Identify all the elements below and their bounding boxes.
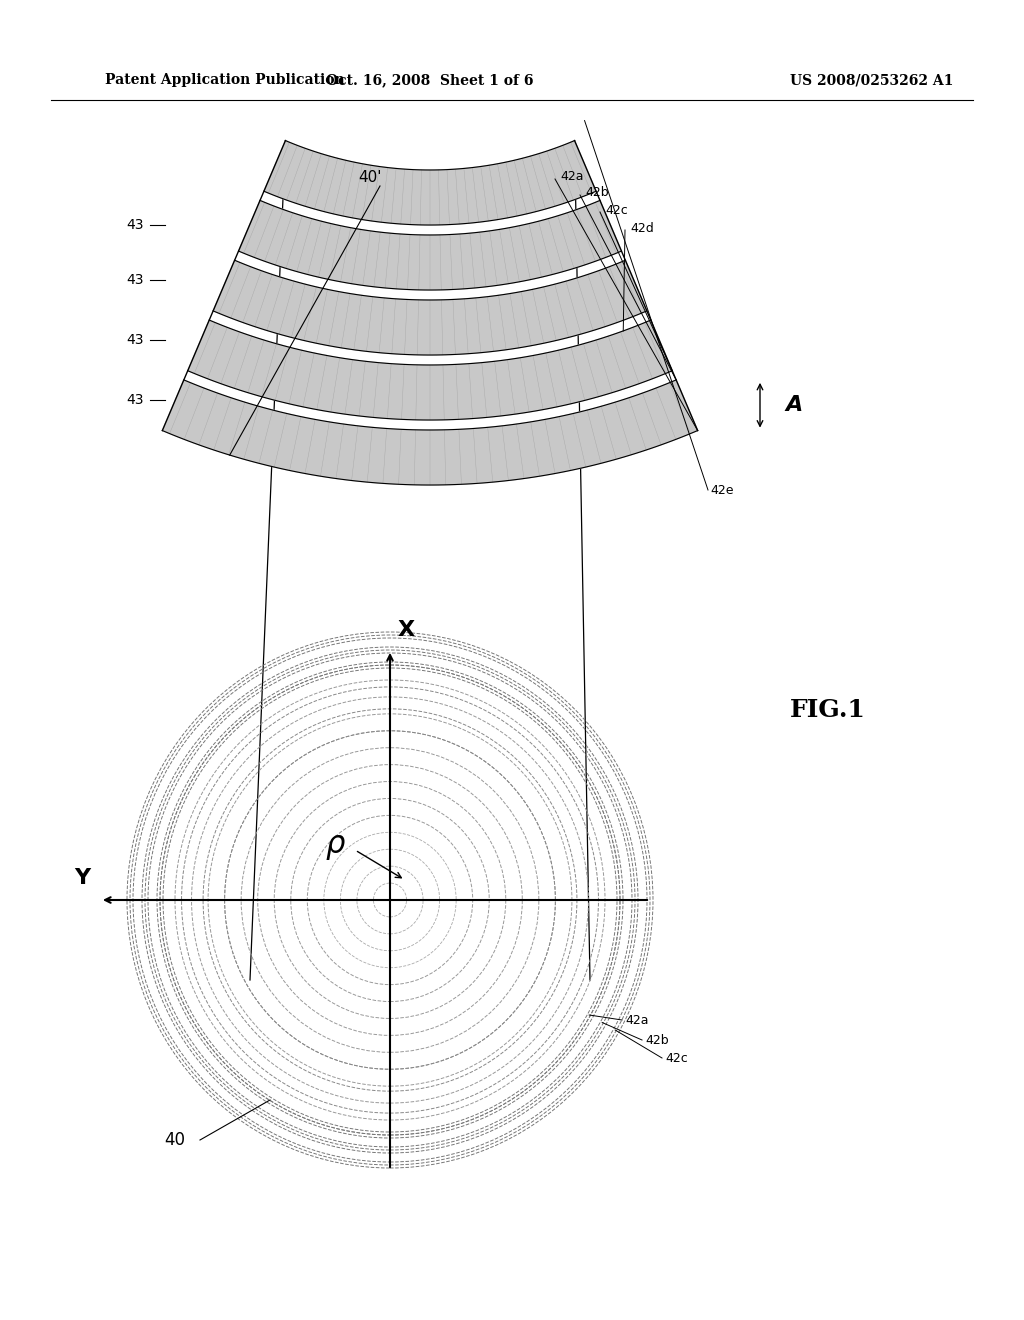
- Text: FIG.1: FIG.1: [790, 698, 866, 722]
- Polygon shape: [239, 201, 622, 290]
- Text: 40: 40: [165, 1131, 185, 1148]
- Text: US 2008/0253262 A1: US 2008/0253262 A1: [790, 73, 953, 87]
- Text: 42b: 42b: [585, 186, 608, 199]
- Text: 42d: 42d: [630, 222, 653, 235]
- Text: 42c: 42c: [665, 1052, 688, 1064]
- Text: 42c: 42c: [605, 203, 628, 216]
- Text: X: X: [398, 620, 415, 640]
- Polygon shape: [264, 141, 596, 224]
- Polygon shape: [187, 319, 672, 420]
- Text: ρ: ρ: [326, 830, 345, 859]
- Text: 42b: 42b: [645, 1034, 669, 1047]
- Polygon shape: [213, 260, 647, 355]
- Text: Patent Application Publication: Patent Application Publication: [105, 73, 345, 87]
- Text: Oct. 16, 2008  Sheet 1 of 6: Oct. 16, 2008 Sheet 1 of 6: [327, 73, 534, 87]
- Text: 40': 40': [358, 170, 382, 186]
- Text: 43: 43: [126, 218, 143, 232]
- Text: A: A: [785, 395, 802, 416]
- Text: 43: 43: [126, 273, 143, 286]
- Polygon shape: [163, 380, 697, 484]
- Text: Y: Y: [74, 869, 90, 888]
- Text: 42a: 42a: [625, 1014, 648, 1027]
- Text: 43: 43: [126, 333, 143, 347]
- Text: 42a: 42a: [560, 170, 584, 183]
- Text: 43: 43: [126, 393, 143, 407]
- Text: 42e: 42e: [710, 483, 733, 496]
